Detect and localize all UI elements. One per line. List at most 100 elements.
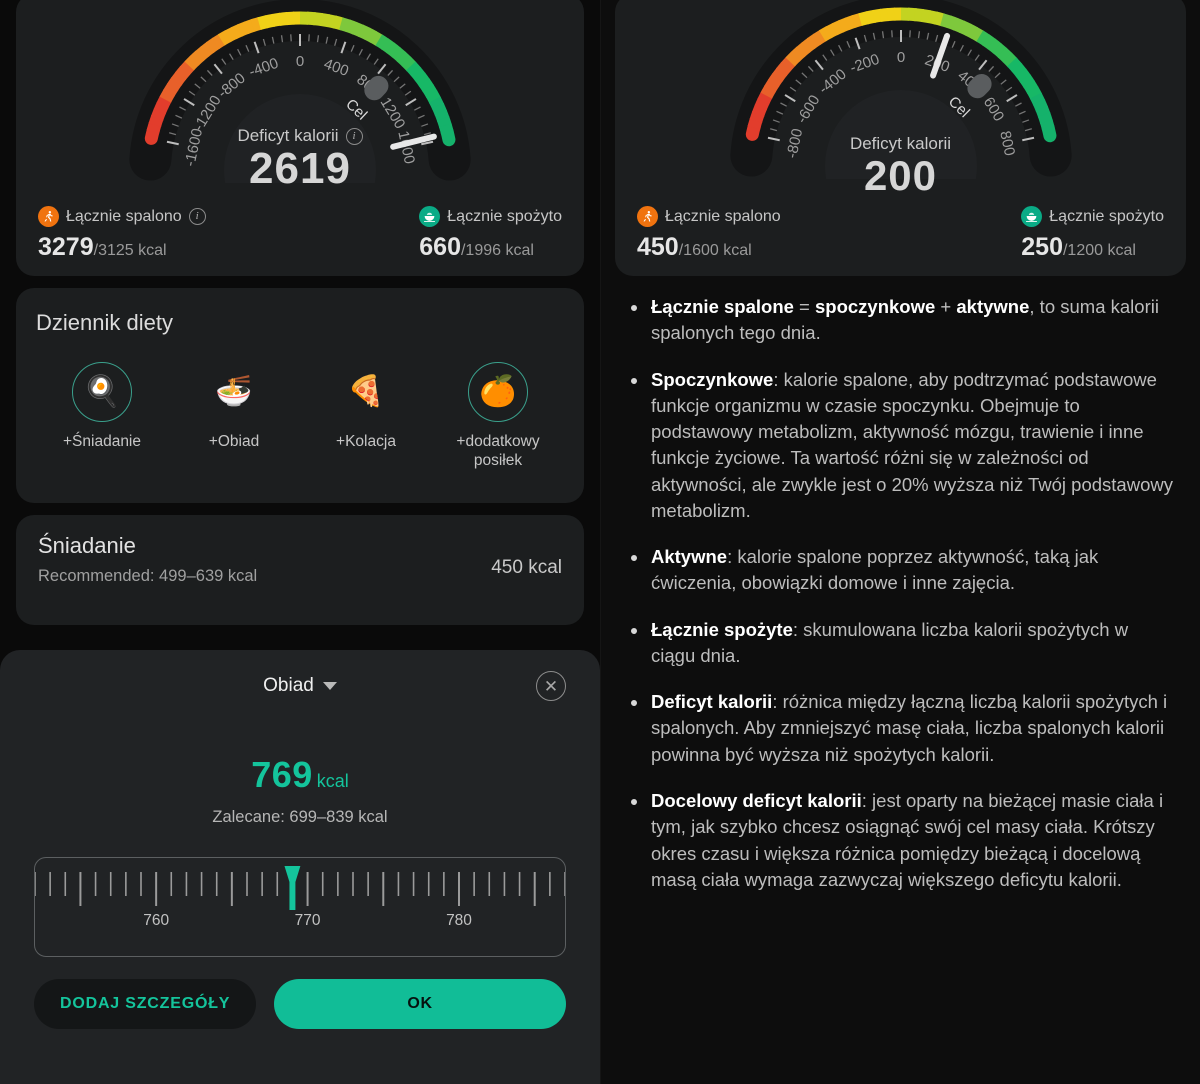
ruler-labels: 760 770 780 [35,912,565,938]
fried-egg-icon: 🍳 [72,362,132,422]
svg-text:-400: -400 [247,55,281,81]
calorie-deficit-gauge-card: -1600-1200-800-400040080012001600Cel Def… [16,0,584,276]
svg-text:0: 0 [896,49,904,66]
right-panel: -800-600-400-2000200400600800Cel Deficyt… [601,0,1200,1084]
noodle-bowl-icon: 🍜 [215,375,253,408]
stat-burned-head-right: Łącznie spalono [637,206,781,227]
breakfast-info: Śniadanie Recommended: 499–639 kcal [38,533,257,586]
breakfast-entry-card[interactable]: Śniadanie Recommended: 499–639 kcal 450 … [16,515,584,625]
sheet-header: Obiad ✕ [34,650,566,722]
glossary-bullet-text-2: Aktywne: kalorie spalone poprzez aktywno… [651,546,1099,594]
glossary-bullet-0: Łącznie spalone = spoczynkowe + aktywne,… [631,294,1174,347]
svg-text:-400: -400 [815,66,849,98]
meal-buttons-row: 🍳 +Śniadanie 🍜 +Obiad 🍕 +Kolacja 🍊 +dodatkowy p… [36,362,564,471]
glossary-bullet-1: Spoczynkowe: kalorie spalone, aby podtrz… [631,367,1174,525]
gauge-left-label: Deficyt kalorii [237,126,339,145]
stat-burned-label: Łącznie spalono [66,207,182,225]
stat-burned-right: Łącznie spalono 450/1600 kcal [637,206,781,262]
gauge-left-value: 2619 [249,144,351,193]
calorie-deficit-gauge-right: -800-600-400-2000200400600800Cel [729,0,1072,179]
glossary-bullet-4: Deficyt kalorii: różnica między łączną l… [631,689,1174,768]
stat-eaten-target: /1996 kcal [460,242,534,259]
meal-label-0: +Śniadanie [63,433,141,450]
stat-eaten-value-row-right: 250/1200 kcal [1021,233,1136,262]
stat-burned-target-right: /1600 kcal [678,242,752,259]
glossary-bullet-text-1: Spoczynkowe: kalorie spalone, aby podtrz… [651,368,1173,521]
breakfast-kcal: 450 kcal [491,557,562,578]
meal-button-3[interactable]: 🍊 +dodatkowy posiłek [441,362,556,471]
svg-text:0: 0 [296,53,304,70]
meal-label-3: +dodatkowy posiłek [456,433,540,470]
food-bowl-icon [1021,206,1043,227]
food-bowl-icon [419,206,441,227]
ruler-label-0: 760 [143,912,170,929]
meal-type-selector[interactable]: Obiad [263,675,337,697]
ok-button[interactable]: OK [274,979,566,1029]
sheet-value-display: 769 kcal [34,754,566,796]
ruler-label-2: 780 [446,912,472,929]
ruler-label-1: 770 [294,912,321,929]
svg-text:800: 800 [996,129,1018,157]
glossary-bullet-text-0: Łącznie spalone = spoczynkowe + aktywne,… [651,296,1159,344]
chevron-down-icon [322,682,337,690]
calorie-ruler-slider[interactable]: 760 770 780 [34,857,566,957]
running-person-icon [38,206,59,227]
bullet-dot-icon [631,627,637,634]
svg-text:-200: -200 [847,51,881,77]
glossary-bullet-3: Łącznie spożyte: skumulowana liczba kalo… [631,617,1174,670]
svg-text:400: 400 [322,56,351,80]
stat-eaten-value-right: 250 [1021,233,1063,261]
stat-eaten-left: Łącznie spożyto 660/1996 kcal [419,206,562,262]
calorie-entry-sheet: Obiad ✕ 769 kcal Zalecane: 699–839 kcal 7… [0,650,600,1084]
breakfast-recommended: Recommended: 499–639 kcal [38,567,258,585]
meal-button-2[interactable]: 🍕 +Kolacja [309,362,424,471]
gauge-left-wrap: -1600-1200-800-400040080012001600Cel [16,0,584,183]
svg-text:1600: 1600 [394,129,418,165]
close-circle-icon[interactable]: ✕ [536,671,566,701]
sheet-value-number: 769 [251,754,313,795]
meal-label-1: +Obiad [208,433,260,450]
breakfast-name: Śniadanie [38,533,136,558]
gauge-left-label-row: Deficyt kalorii i [237,126,363,146]
info-icon[interactable]: i [345,127,363,145]
sheet-recommended: Zalecane: 699–839 kcal [212,808,388,826]
gauge-right-label: Deficyt kalorii [849,134,952,153]
orange-fruit-icon: 🍊 [468,362,528,422]
meal-button-1[interactable]: 🍜 +Obiad [177,362,292,471]
stat-burned-value-row-right: 450/1600 kcal [637,233,781,262]
diet-diary-title: Dziennik diety [36,310,173,335]
calorie-deficit-gauge-left: -1600-1200-800-400040080012001600Cel [129,0,471,183]
sheet-actions: DODAJ SZCZEGÓŁY OK [34,979,566,1029]
stat-eaten-label-right: Łącznie spożyto [1049,207,1164,225]
stat-eaten-right: Łącznie spożyto 250/1200 kcal [1021,206,1164,262]
sheet-title-text: Obiad [263,675,314,696]
bullet-dot-icon [631,700,637,707]
glossary-bullet-text-5: Docelowy deficyt kalorii: jest oparty na… [651,789,1164,890]
sheet-value-unit: kcal [316,771,349,791]
svg-text:600: 600 [979,94,1007,124]
stat-eaten-value-row: 660/1996 kcal [419,233,534,262]
stat-eaten-target-right: /1200 kcal [1062,242,1136,259]
glossary-bullet-list: Łącznie spalone = spoczynkowe + aktywne,… [601,276,1200,893]
gauge-right-center: Deficyt kalorii 200 [615,134,1186,200]
bullet-dot-icon [631,798,637,805]
stat-eaten-value: 660 [419,233,461,261]
info-icon[interactable]: i [188,208,206,225]
svg-text:-800: -800 [215,70,249,102]
gauge-right-label-row: Deficyt kalorii [850,134,951,154]
meal-button-0[interactable]: 🍳 +Śniadanie [45,362,160,471]
svg-text:-800: -800 [783,127,806,160]
diet-diary-card: Dziennik diety 🍳 +Śniadanie 🍜 +Obiad 🍕 +Kolac… [16,288,584,503]
bullet-dot-icon [631,305,637,311]
glossary-bullet-2: Aktywne: kalorie spalone poprzez aktywno… [631,544,1174,597]
pizza-slice-icon: 🍕 [347,375,385,408]
gauge-right-value: 200 [863,152,938,199]
left-panel: -1600-1200-800-400040080012001600Cel Def… [0,0,601,1084]
glossary-bullet-text-3: Łącznie spożyte: skumulowana liczba kalo… [651,618,1129,666]
stat-eaten-head: Łącznie spożyto [419,206,562,227]
stat-burned-value-right: 450 [637,233,679,261]
stat-burned-head: Łącznie spalono i [38,206,206,227]
add-details-button[interactable]: DODAJ SZCZEGÓŁY [34,979,257,1029]
running-person-icon [637,206,658,227]
stat-eaten-head-right: Łącznie spożyto [1021,206,1164,227]
